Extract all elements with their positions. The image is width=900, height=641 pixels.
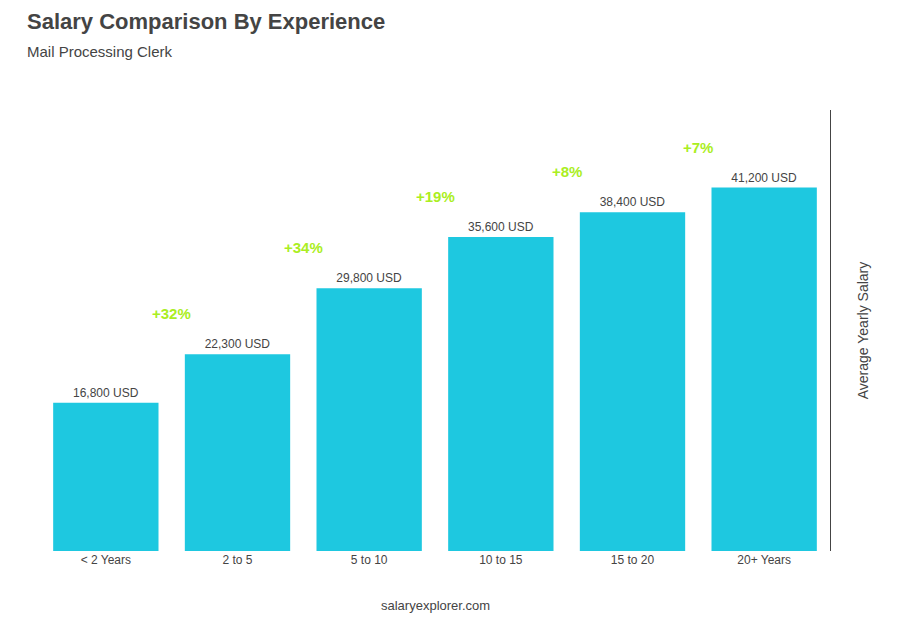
svg-text:20+ Years: 20+ Years xyxy=(737,553,791,567)
svg-text:< 2 Years: < 2 Years xyxy=(81,553,131,567)
svg-text:+19%: +19% xyxy=(416,188,455,205)
svg-text:+34%: +34% xyxy=(284,239,323,256)
svg-text:Salary Comparison By Experienc: Salary Comparison By ExperienceMail Proc… xyxy=(27,9,385,61)
svg-text:41,200 USD: 41,200 USD xyxy=(731,171,797,185)
svg-text:2 to 5: 2 to 5 xyxy=(222,553,252,567)
svg-text:Average Yearly Salary: Average Yearly Salary xyxy=(855,262,871,400)
svg-text:salaryexplorer.com: salaryexplorer.com xyxy=(381,598,490,613)
svg-text:35,600 USD: 35,600 USD xyxy=(468,220,534,234)
svg-text:5 to 10: 5 to 10 xyxy=(351,553,388,567)
svg-text:+8%: +8% xyxy=(552,163,582,180)
svg-text:16,800 USD: 16,800 USD xyxy=(73,386,139,400)
svg-text:15 to 20: 15 to 20 xyxy=(611,553,655,567)
svg-text:10 to 15: 10 to 15 xyxy=(479,553,523,567)
svg-text:38,400 USD: 38,400 USD xyxy=(600,195,666,209)
svg-text:+32%: +32% xyxy=(152,305,191,322)
svg-text:22,300 USD: 22,300 USD xyxy=(205,337,271,351)
svg-text:+7%: +7% xyxy=(683,139,713,156)
svg-text:29,800 USD: 29,800 USD xyxy=(336,271,402,285)
